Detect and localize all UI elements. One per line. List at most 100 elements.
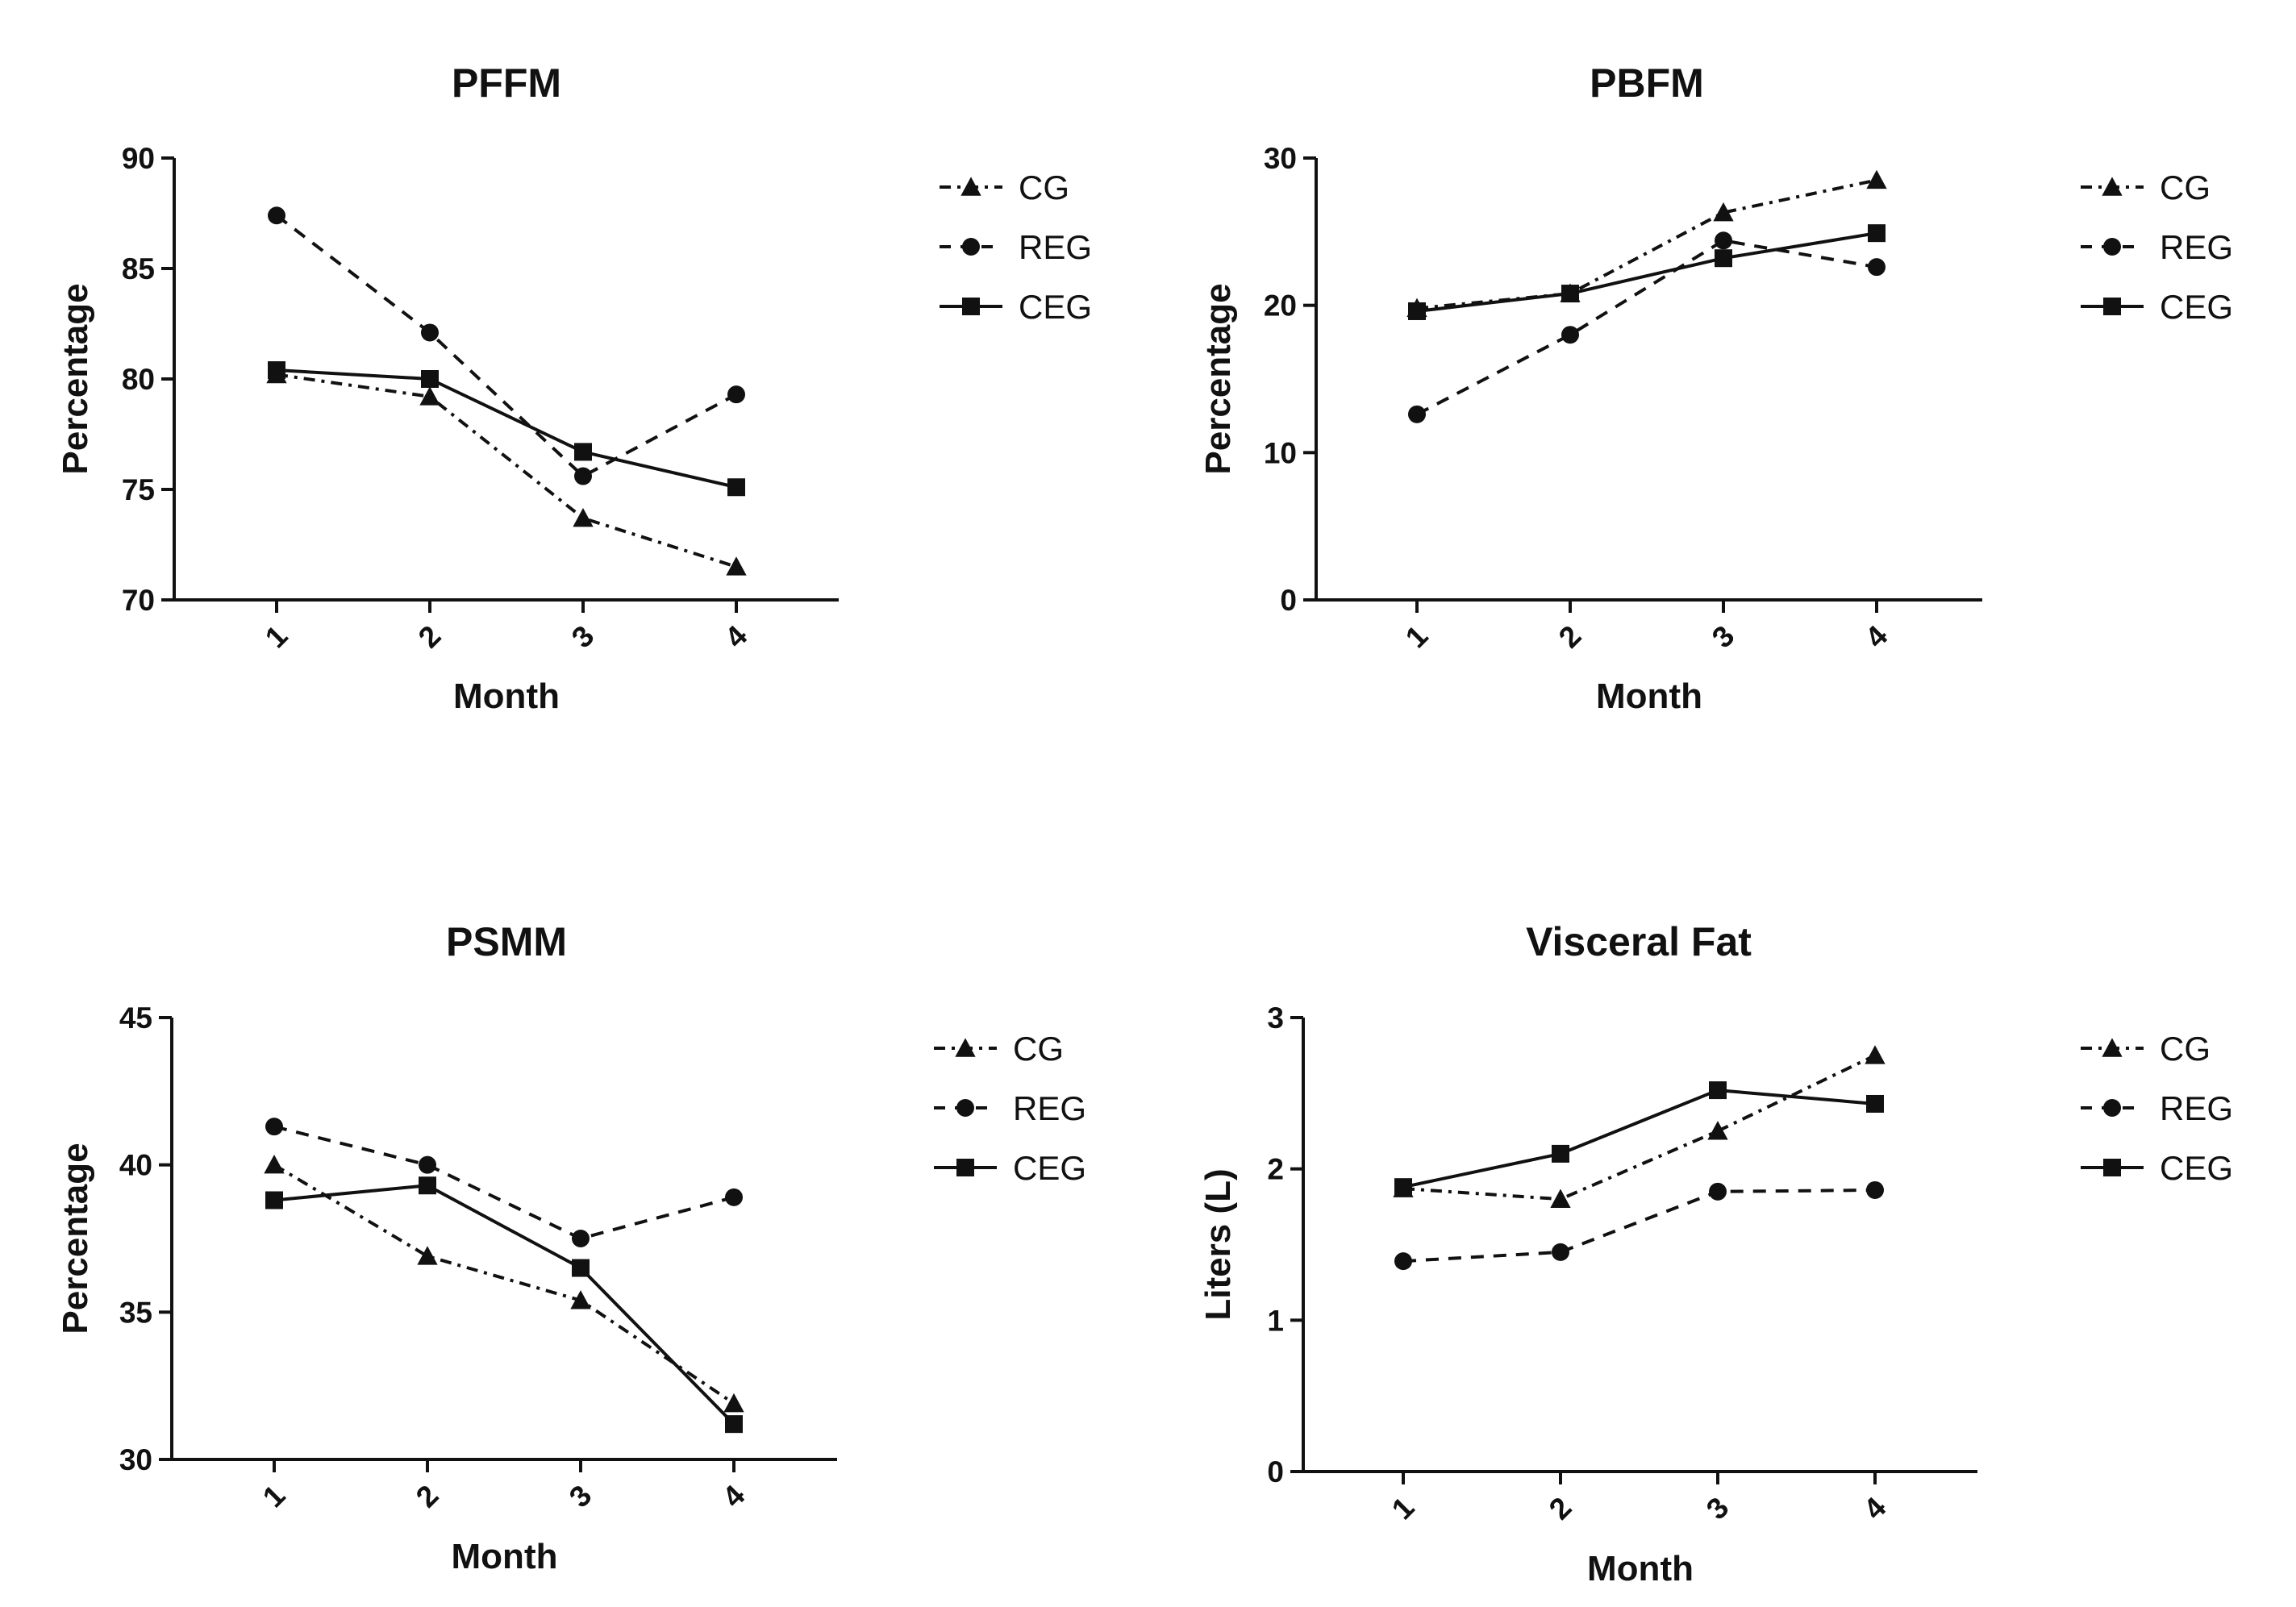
legend-marker-reg [2103,238,2121,256]
data-point-ceg [1408,302,1426,320]
data-point-cg [726,556,747,576]
legend-label-reg: REG [1019,228,1092,266]
y-axis-label: Percentage [1198,283,1238,474]
x-tick-label: 4 [716,1479,752,1514]
data-point-cg [417,1246,438,1265]
legend-label-cg: CG [2160,169,2211,206]
data-point-reg [1408,405,1426,423]
legend-label-ceg: CEG [1019,288,1092,326]
legend-marker-reg [962,238,980,256]
data-point-reg [1868,258,1886,277]
chart-title: PSMM [446,919,567,964]
data-point-reg [727,385,745,404]
data-point-ceg [727,478,745,497]
y-axis-label: Liters (L) [1198,1168,1238,1320]
x-axis-label: Month [453,677,560,716]
data-point-cg [570,1290,591,1309]
x-axis-label: Month [1587,1549,1694,1588]
series-line-reg [275,214,737,478]
x-tick-label: 3 [1706,619,1741,655]
data-point-cg [1866,169,1887,189]
data-point-reg [1866,1180,1884,1199]
y-tick-label: 45 [119,1001,152,1035]
data-point-reg [572,1230,590,1247]
legend-label-cg: CG [1013,1030,1064,1068]
y-tick-label: 80 [122,363,155,396]
legend-marker-reg [2103,1099,2121,1117]
legend-marker-ceg [956,1159,974,1176]
y-tick-label: 1 [1267,1304,1284,1337]
y-tick-label: 30 [1264,142,1297,175]
legend-label-ceg: CEG [2160,288,2233,326]
x-tick-label: 2 [410,1479,445,1514]
chart-title: PFFM [452,60,561,106]
data-point-ceg [1709,1081,1727,1100]
data-point-reg [1394,1252,1412,1271]
y-axis-label: Percentage [56,283,95,474]
data-point-ceg [1866,1094,1884,1113]
y-axis-label: Percentage [56,1143,95,1334]
data-point-ceg [265,1191,283,1209]
data-point-ceg [1394,1178,1412,1197]
y-tick-label: 75 [122,473,155,506]
legend-label-ceg: CEG [2160,1149,2233,1187]
y-tick-label: 90 [122,142,155,175]
data-point-cg [1707,1121,1728,1140]
legend-label-reg: REG [1013,1089,1086,1127]
data-point-cg [419,386,440,406]
y-tick-label: 2 [1267,1153,1284,1186]
y-tick-label: 10 [1264,436,1297,469]
x-tick-label: 1 [256,1479,292,1514]
data-point-ceg [574,443,592,461]
legend-label-reg: REG [2160,228,2233,266]
legend-marker-cg [960,177,981,196]
x-axis-label: Month [452,1537,558,1576]
series-line-cg [276,373,737,568]
data-point-ceg [1561,285,1579,303]
y-tick-label: 70 [122,584,155,617]
x-tick-label: 4 [1859,619,1894,655]
data-point-ceg [1868,224,1886,243]
x-tick-label: 3 [563,1479,598,1514]
data-point-cg [1713,202,1734,222]
legend-label-reg: REG [2160,1089,2233,1127]
data-point-reg [1715,231,1732,250]
x-tick-label: 4 [719,619,754,655]
x-tick-label: 1 [259,619,294,655]
legend-marker-cg [2102,177,2123,196]
y-tick-label: 85 [122,252,155,285]
legend-marker-ceg [2103,1159,2121,1176]
data-point-reg [419,1155,436,1174]
legend-marker-reg [956,1099,974,1117]
x-tick-label: 2 [1543,1491,1578,1526]
y-tick-label: 3 [1267,1001,1284,1035]
data-point-reg [265,1118,283,1136]
chart-panel-3: PSMM 30 35 40 45 1 2 3 4 Month Percentage CG REG CEG [56,919,1086,1576]
data-point-ceg [725,1415,743,1434]
y-tick-label: 40 [119,1149,152,1182]
chart-panel-4: Visceral Fat 0 1 2 3 1 2 3 4 Month Liters (L) CG REG… [1198,919,2233,1588]
data-point-ceg [421,370,439,388]
series-line-cg [1402,1054,1876,1201]
data-point-ceg [419,1176,436,1195]
chart-title: Visceral Fat [1526,919,1752,964]
data-point-cg [264,1155,285,1174]
x-tick-label: 1 [1386,1491,1421,1526]
data-point-ceg [572,1259,590,1277]
data-point-ceg [1552,1144,1569,1163]
data-point-cg [1865,1045,1886,1064]
series-line-ceg [276,368,737,489]
legend-label-cg: CG [1019,169,1069,206]
y-tick-label: 30 [119,1443,152,1476]
legend-marker-cg [2102,1038,2123,1057]
data-point-reg [268,206,285,225]
x-tick-label: 3 [565,619,601,655]
data-point-cg [573,507,594,527]
x-tick-label: 1 [1399,619,1435,655]
data-point-reg [1709,1182,1727,1201]
series-line-reg [273,1125,735,1240]
data-point-cg [1550,1189,1571,1208]
x-tick-label: 3 [1700,1491,1736,1526]
chart-panel-1: PFFM 70 75 80 85 90 1 2 3 4 Month Percentage CG REG CE… [56,60,1092,716]
